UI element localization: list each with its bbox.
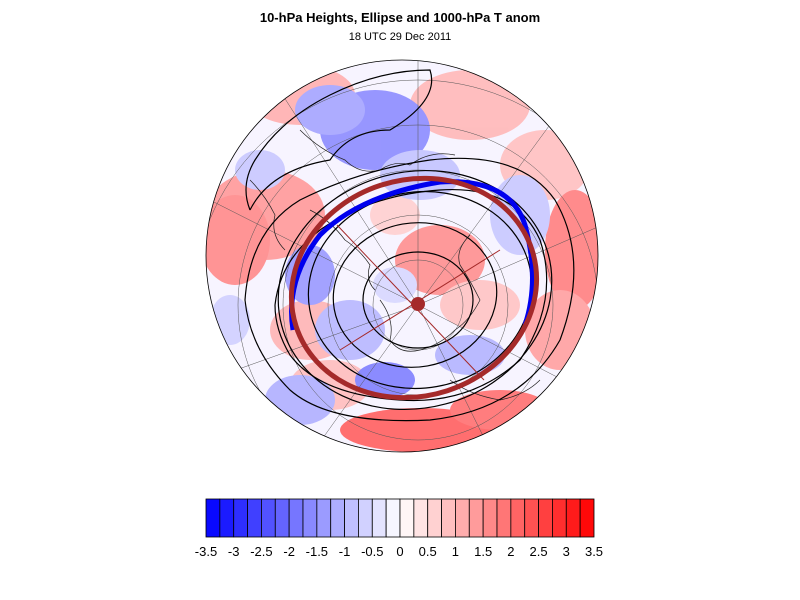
colorbar-swatch bbox=[496, 498, 512, 538]
colorbar-swatch bbox=[468, 498, 484, 538]
colorbar-swatch bbox=[205, 498, 221, 538]
colorbar-swatch bbox=[358, 498, 373, 538]
colorbar-swatch bbox=[316, 498, 332, 538]
colorbar-swatch bbox=[482, 498, 498, 538]
colorbar-swatch bbox=[344, 498, 359, 538]
height-contours bbox=[244, 69, 575, 422]
colorbar-tick-label: 0 bbox=[396, 544, 404, 559]
ellipse-center bbox=[411, 297, 425, 311]
blue-height-contour bbox=[289, 179, 535, 331]
colorbar-swatch bbox=[510, 498, 526, 538]
map-subtitle: 18 UTC 29 Dec 2011 bbox=[348, 31, 452, 43]
colorbar-swatch bbox=[247, 498, 262, 538]
colorbar-swatch bbox=[455, 498, 470, 538]
colorbar-swatch bbox=[552, 498, 567, 538]
map-title: 10-hPa Heights, Ellipse and 1000-hPa T a… bbox=[259, 10, 541, 25]
colorbar-swatch bbox=[579, 498, 595, 538]
colorbar-tick-label: 3.5 bbox=[584, 544, 604, 559]
colorbar-swatch bbox=[233, 498, 248, 538]
colorbar-swatch bbox=[261, 498, 276, 538]
colorbar-swatch bbox=[524, 498, 539, 538]
colorbar-tick-label: -1 bbox=[338, 544, 351, 559]
colorbar-tick-label: -3 bbox=[227, 544, 240, 559]
colorbar-swatch bbox=[330, 498, 345, 538]
globe-outline bbox=[205, 59, 599, 453]
colorbar-swatch bbox=[565, 498, 581, 538]
colorbar-tick-label: 1.5 bbox=[474, 544, 493, 559]
colorbar-tick-label: 0.5 bbox=[418, 544, 437, 559]
colorbar-swatch bbox=[413, 498, 429, 538]
colorbar bbox=[205, 498, 595, 538]
colorbar-tick-label: -1.5 bbox=[305, 544, 329, 559]
colorbar-tick-label: 1 bbox=[451, 544, 460, 559]
ellipse-major-axis bbox=[336, 224, 485, 381]
colorbar-tick-label: 3 bbox=[562, 544, 570, 559]
colorbar-swatch bbox=[371, 498, 387, 538]
colorbar-swatch bbox=[288, 498, 304, 538]
colorbar-swatch bbox=[274, 498, 290, 538]
colorbar-swatch bbox=[538, 498, 553, 538]
colorbar-swatch bbox=[302, 498, 318, 538]
colorbar-swatch bbox=[399, 498, 415, 538]
colorbar-tick-label: 2.5 bbox=[529, 544, 548, 559]
colorbar-swatch bbox=[219, 498, 235, 538]
colorbar-tick-label: -0.5 bbox=[361, 544, 384, 559]
colorbar-swatch bbox=[441, 498, 456, 538]
colorbar-tick-label: 2 bbox=[507, 544, 515, 559]
colorbar-tick-label: -2.5 bbox=[250, 544, 273, 559]
colorbar-swatch bbox=[427, 498, 442, 538]
colorbar-tick-label: -2 bbox=[283, 544, 295, 559]
colorbar-swatch bbox=[385, 498, 401, 538]
colorbar-tick-label: -3.5 bbox=[194, 544, 218, 559]
vortex-ellipse bbox=[288, 175, 540, 401]
